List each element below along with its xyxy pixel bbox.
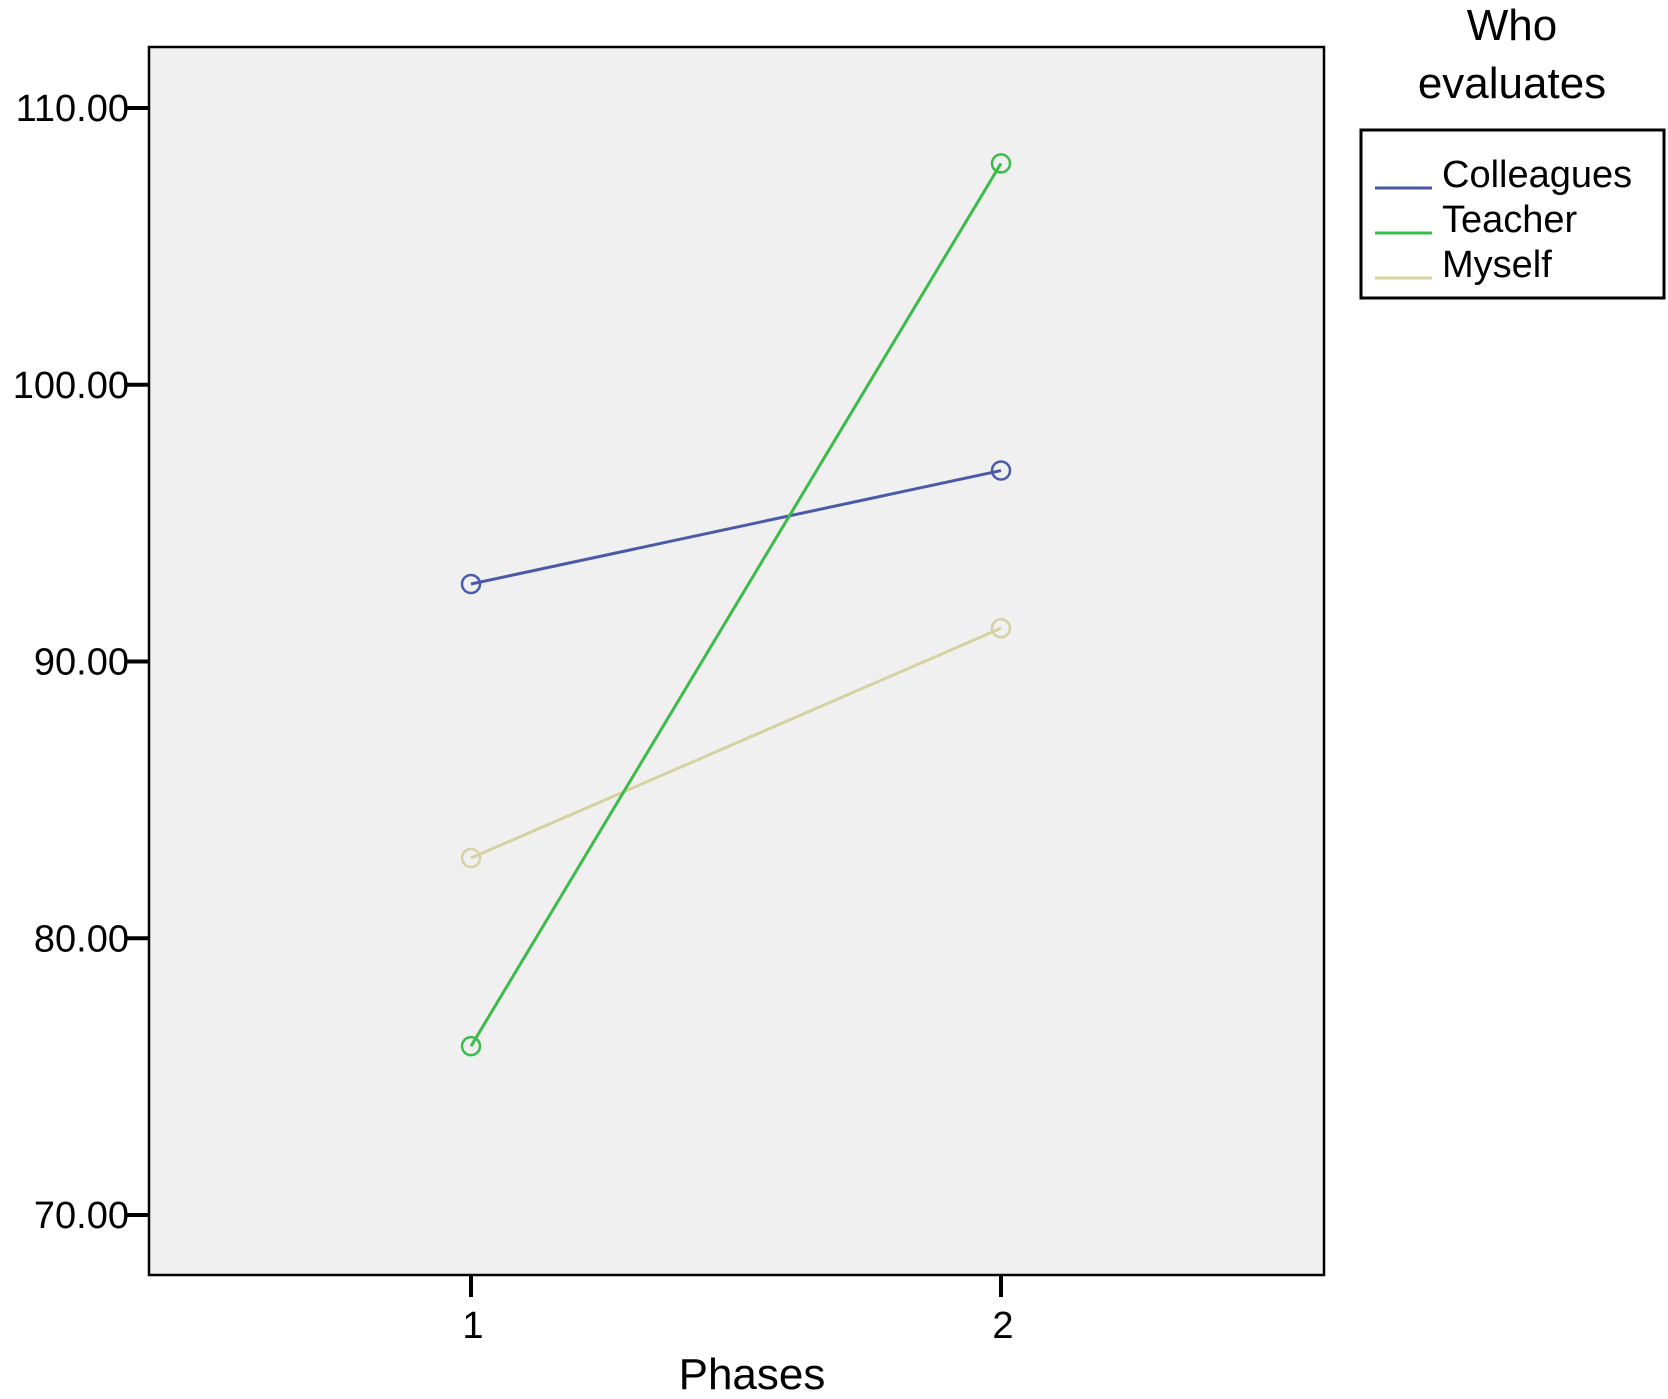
y-tick-label: 80.00 — [34, 918, 129, 960]
legend-label-teacher: Teacher — [1442, 199, 1578, 241]
data-point-myself — [990, 618, 1012, 639]
series-line-myself — [470, 626, 1002, 860]
data-point-teacher — [460, 1035, 482, 1057]
x-tick-label: 2 — [992, 1305, 1013, 1347]
y-tick-label: 110.00 — [16, 88, 129, 130]
series-line-teacher — [469, 162, 1003, 1047]
plot-area — [147, 45, 1326, 1277]
data-point-teacher — [990, 153, 1012, 174]
x-tick-label: 1 — [462, 1305, 483, 1347]
legend-box — [1359, 128, 1666, 300]
x-axis-title: Phases — [679, 1350, 826, 1399]
data-point-colleagues — [460, 573, 482, 595]
y-tick-label: 70.00 — [34, 1195, 129, 1237]
legend-label-myself: Myself — [1442, 244, 1552, 286]
series-layer — [460, 153, 1012, 1057]
data-point-myself — [460, 847, 482, 869]
legend-label-colleagues: Colleagues — [1442, 154, 1632, 196]
data-point-colleagues — [990, 460, 1012, 481]
y-axis: 70.00 80.00 90.00 100.00 110.00 — [13, 88, 149, 1237]
y-tick-label: 100.00 — [13, 365, 129, 407]
series-line-colleagues — [470, 469, 1002, 586]
y-tick-label: 90.00 — [34, 642, 129, 684]
legend-title: Who — [1467, 1, 1557, 50]
legend-title: evaluates — [1418, 59, 1606, 108]
